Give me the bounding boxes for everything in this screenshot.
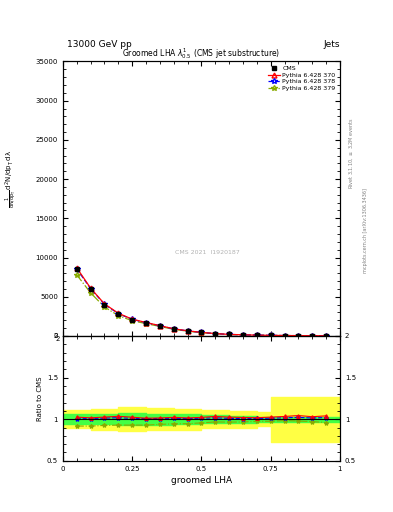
- Legend: CMS, Pythia 6.428 370, Pythia 6.428 378, Pythia 6.428 379: CMS, Pythia 6.428 370, Pythia 6.428 378,…: [267, 65, 337, 92]
- Text: 2: 2: [56, 336, 60, 342]
- Text: CMS 2021  I1920187: CMS 2021 I1920187: [174, 250, 239, 254]
- Text: 2: 2: [336, 336, 340, 342]
- Text: $\mathregular{\frac{1}{\mathrm{d}N/\mathrm{d}p_T}\,\mathrm{d}^2N/\mathrm{d}p_T\,: $\mathregular{\frac{1}{\mathrm{d}N/\math…: [4, 150, 19, 208]
- Y-axis label: Ratio to CMS: Ratio to CMS: [37, 376, 43, 421]
- Text: mcplots.cern.ch [arXiv:1306.3436]: mcplots.cern.ch [arXiv:1306.3436]: [363, 188, 368, 273]
- Text: 13000 GeV pp: 13000 GeV pp: [67, 39, 132, 49]
- Text: Rivet 3.1.10, $\geq$ 3.2M events: Rivet 3.1.10, $\geq$ 3.2M events: [348, 118, 356, 189]
- Title: Groomed LHA $\lambda^{1}_{0.5}$ (CMS jet substructure): Groomed LHA $\lambda^{1}_{0.5}$ (CMS jet…: [122, 47, 281, 61]
- Text: Jets: Jets: [323, 39, 340, 49]
- X-axis label: groomed LHA: groomed LHA: [171, 476, 232, 485]
